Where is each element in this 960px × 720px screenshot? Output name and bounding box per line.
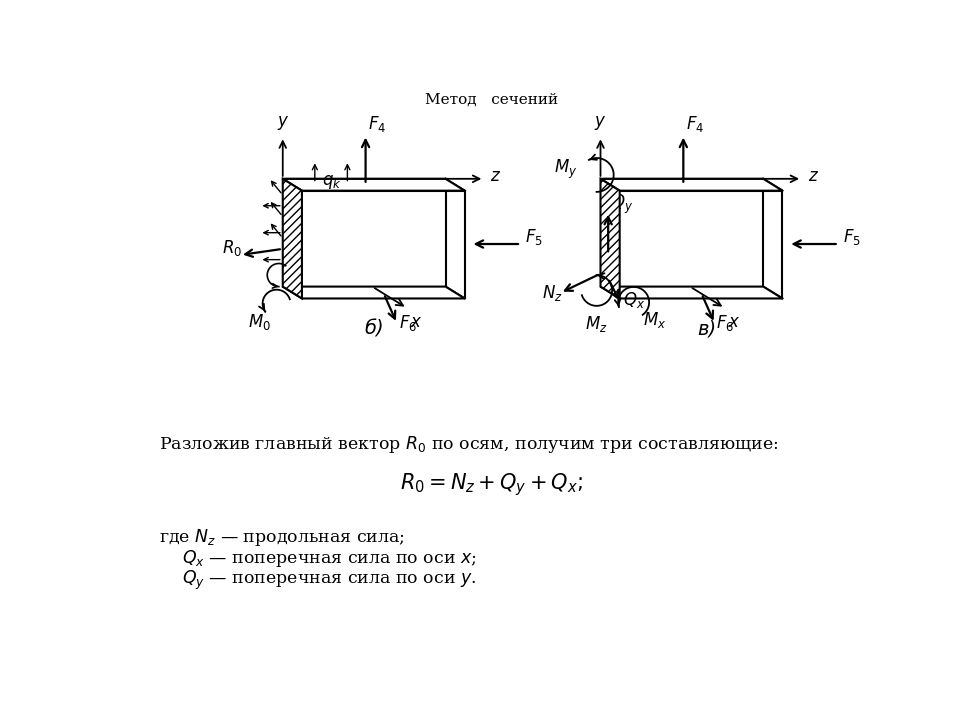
Text: $F_5$: $F_5$ xyxy=(843,227,860,247)
Text: Разложив главный вектор $R_0$ по осям, получим три составляющие:: Разложив главный вектор $R_0$ по осям, п… xyxy=(158,434,779,456)
Text: $q_k$: $q_k$ xyxy=(323,173,342,191)
Text: $N_z$: $N_z$ xyxy=(542,283,564,303)
Polygon shape xyxy=(283,179,465,191)
Text: $Q_y$ — поперечная сила по оси $y$.: $Q_y$ — поперечная сила по оси $y$. xyxy=(182,570,476,593)
Text: $F_5$: $F_5$ xyxy=(525,227,542,247)
Text: $Q_y$: $Q_y$ xyxy=(612,193,634,216)
Text: $M_z$: $M_z$ xyxy=(585,314,608,334)
Text: $R_0 = N_z + Q_y + Q_x;$: $R_0 = N_z + Q_y + Q_x;$ xyxy=(400,472,584,498)
Text: $R_0$: $R_0$ xyxy=(223,238,243,258)
Text: $F_4$: $F_4$ xyxy=(685,114,704,135)
Text: $F_4$: $F_4$ xyxy=(368,114,386,135)
Text: $z$: $z$ xyxy=(808,168,819,186)
Text: $M_x$: $M_x$ xyxy=(643,310,666,330)
Text: где $N_z$ — продольная сила;: где $N_z$ — продольная сила; xyxy=(158,527,405,548)
Text: $Q_x$ — поперечная сила по оси $x$;: $Q_x$ — поперечная сила по оси $x$; xyxy=(182,549,476,570)
Polygon shape xyxy=(601,179,782,191)
Polygon shape xyxy=(283,287,465,299)
Text: б): б) xyxy=(364,320,384,339)
Text: Метод   сечений: Метод сечений xyxy=(425,93,559,107)
Polygon shape xyxy=(601,179,620,299)
Text: $M_0$: $M_0$ xyxy=(248,312,271,332)
Text: в): в) xyxy=(697,320,716,339)
Text: $x$: $x$ xyxy=(410,312,422,330)
Text: $x$: $x$ xyxy=(728,312,740,330)
Polygon shape xyxy=(283,179,302,299)
Text: $y$: $y$ xyxy=(276,114,289,132)
Text: $F_6$: $F_6$ xyxy=(398,313,417,333)
Text: $z$: $z$ xyxy=(491,168,501,186)
Polygon shape xyxy=(601,287,782,299)
Text: $Q_x$: $Q_x$ xyxy=(623,290,645,310)
Text: $M_y$: $M_y$ xyxy=(554,158,577,181)
Text: $y$: $y$ xyxy=(594,114,607,132)
Text: $F_6$: $F_6$ xyxy=(716,313,734,333)
